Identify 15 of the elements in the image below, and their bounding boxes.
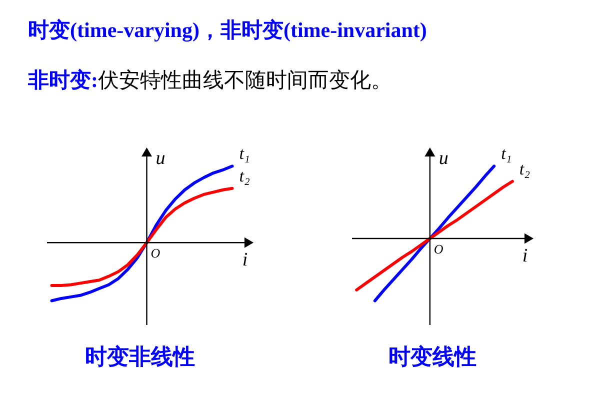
series-label: t₁ [239,144,250,164]
text: 非时变: [28,68,98,92]
series-label: t₂ [519,159,530,178]
series-label: t₁ [501,144,512,164]
text: 时变非线性 [84,344,196,372]
annotation: O [150,246,161,261]
x-axis-title: i [522,246,528,267]
x-axis-title: i [242,250,248,271]
text: 时变线性 [388,344,478,372]
text: 伏安特性曲线不随时间而变化。 [98,68,392,92]
y-axis-title: u [438,148,448,169]
y-axis-title: u [156,148,166,169]
annotation: O [434,242,444,257]
series-label: t₂ [239,166,250,186]
text: 时变(time-varying)，非时变(time-invariant) [28,18,427,42]
